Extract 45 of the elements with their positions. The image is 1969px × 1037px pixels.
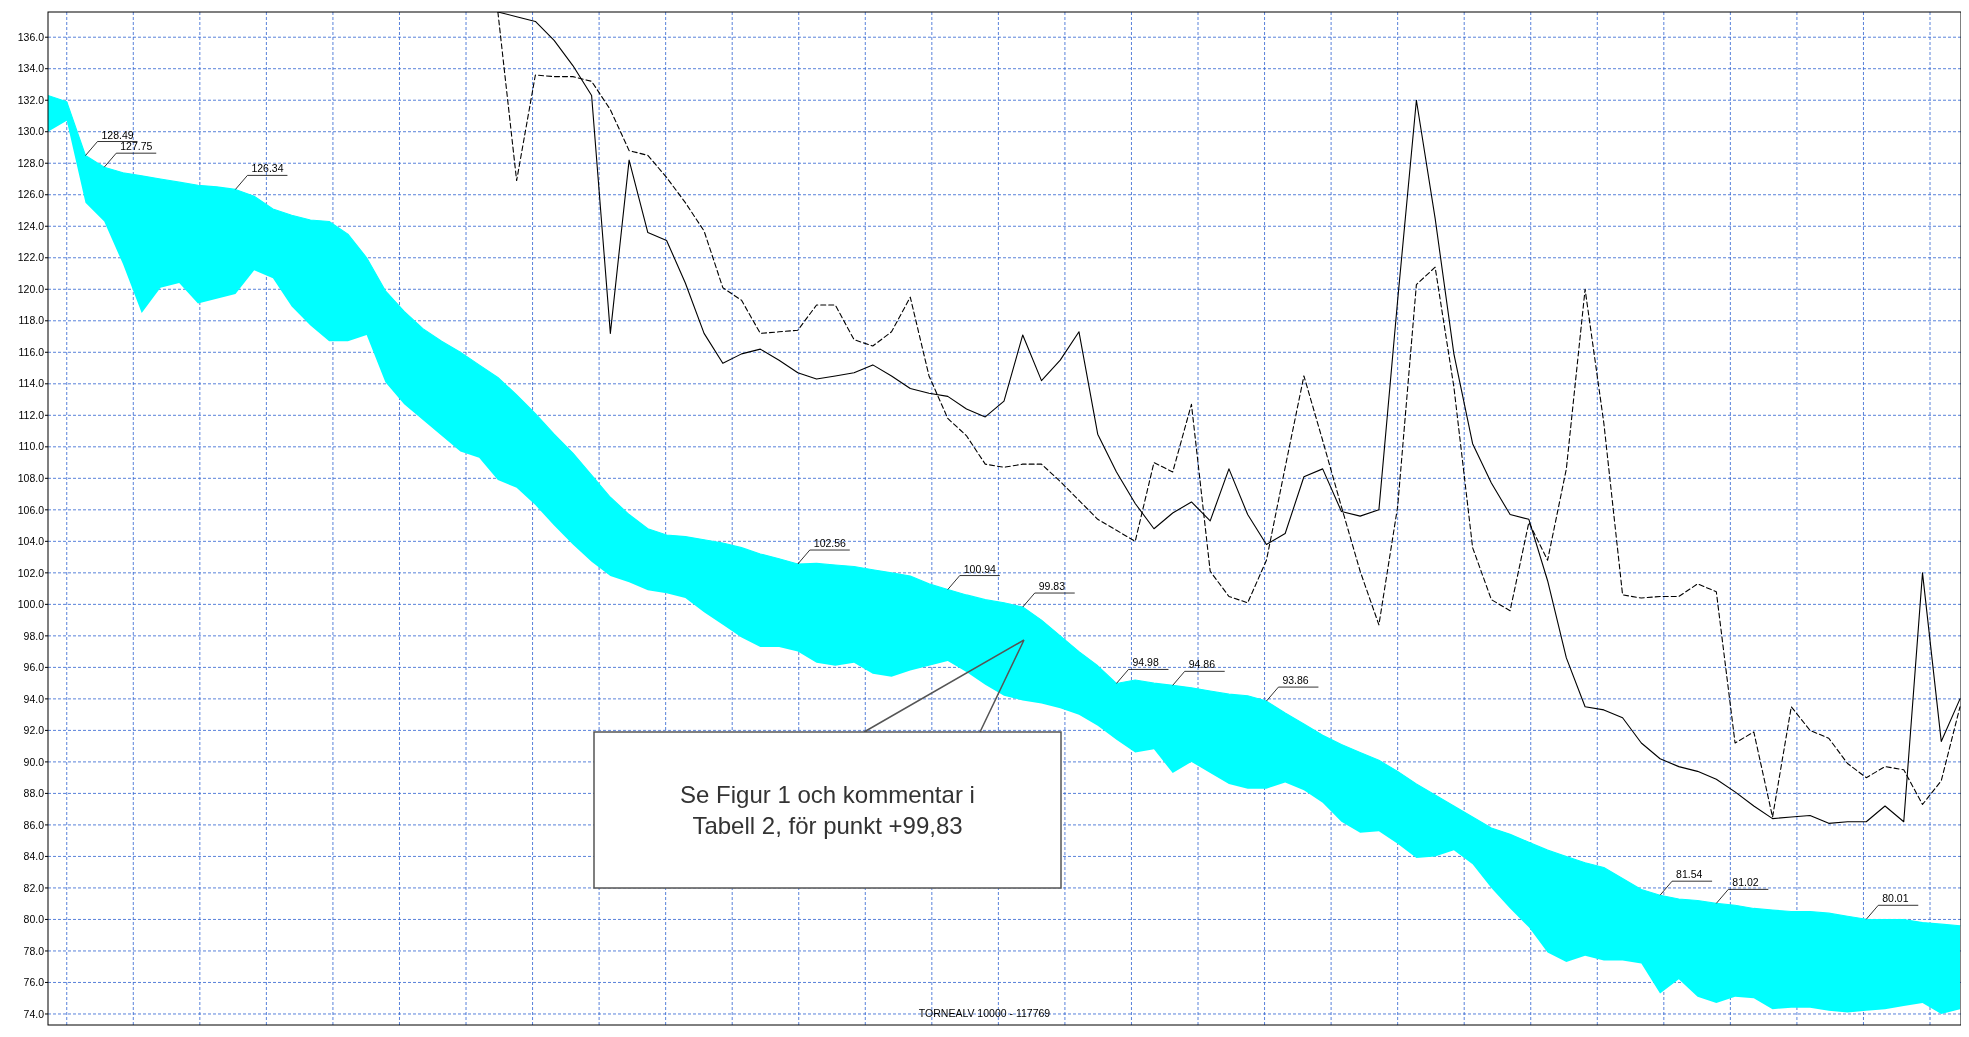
y-tick-label: 134.0 (17, 62, 45, 75)
y-tick-label: 96.0 (23, 661, 45, 674)
data-label: 99.83 (1038, 580, 1066, 593)
annotation: Se Figur 1 och kommentar i Tabell 2, för punkt +99,83 (680, 780, 975, 839)
data-label: 80.01 (1882, 892, 1909, 905)
y-tick-label: 100.0 (17, 598, 45, 611)
y-tick-label: 104.0 (17, 535, 45, 548)
y-tick-label: 94.0 (23, 692, 45, 705)
y-tick-label: 86.0 (23, 818, 45, 831)
y-tick-label: 106.0 (17, 503, 45, 516)
y-tick-label: 88.0 (23, 787, 45, 800)
y-tick-label: 74.0 (23, 1007, 45, 1020)
y-tick-label: 126.0 (17, 188, 45, 201)
data-label: 126.34 (251, 162, 284, 175)
y-tick-label: 118.0 (18, 314, 45, 327)
y-tick-label: 90.0 (23, 755, 45, 768)
data-label: 81.02 (1732, 876, 1759, 889)
y-tick-label: 108.0 (17, 472, 45, 484)
y-tick-label: 82.0 (23, 881, 45, 894)
y-tick-label: 102.0 (17, 566, 45, 579)
data-label: 100.94 (963, 562, 997, 575)
data-label: 93.86 (1282, 674, 1309, 687)
data-label: 81.54 (1676, 868, 1703, 881)
y-tick-label: 78.0 (23, 944, 45, 957)
y-tick-label: 130.0 (17, 125, 45, 138)
data-label: 128.49 (101, 128, 134, 141)
data-label: 94.98 (1132, 656, 1159, 669)
y-tick-label: 116.0 (18, 345, 45, 358)
y-tick-label: 76.0 (23, 976, 45, 989)
y-tick-label: 84.0 (23, 850, 45, 863)
y-tick-label: 124.0 (17, 219, 45, 232)
y-tick-label: 128.0 (17, 156, 45, 169)
y-tick-label: 98.0 (23, 629, 45, 642)
y-tick-label: 92.0 (23, 724, 45, 737)
y-tick-label: 80.0 (23, 913, 45, 926)
y-tick-label: 110.0 (18, 440, 45, 453)
annotation: TORNEALV 10000 - 117769 (918, 1007, 1051, 1019)
y-tick-label: 136.0 (17, 30, 45, 43)
y-tick-label: 120.0 (17, 282, 45, 295)
y-tick-label: 112.0 (18, 408, 45, 421)
y-tick-label: 122.0 (17, 251, 45, 264)
data-label: 102.56 (813, 537, 847, 550)
y-tick-label: 132.0 (17, 93, 45, 106)
data-label: 127.75 (120, 140, 153, 153)
y-tick-label: 114.0 (18, 377, 45, 390)
